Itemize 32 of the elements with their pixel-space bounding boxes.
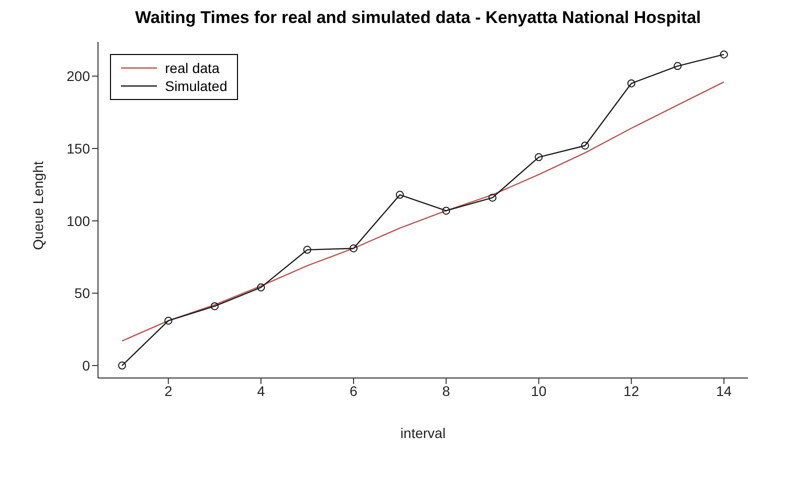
point xyxy=(396,190,404,199)
point xyxy=(350,244,358,252)
point xyxy=(674,62,682,70)
point xyxy=(210,302,219,310)
x-axis-title: interval xyxy=(400,425,446,441)
x-tick-label: 6 xyxy=(350,382,358,399)
point xyxy=(488,194,496,202)
point xyxy=(534,153,543,162)
y-axis-title: Queue Lenght xyxy=(30,161,46,250)
x-tick-label: 4 xyxy=(257,382,266,399)
y-tick-label: 0 xyxy=(82,358,90,374)
point xyxy=(118,362,126,370)
x-tick-label: 14 xyxy=(716,382,732,399)
point xyxy=(256,283,265,292)
y-tick-label: 150 xyxy=(66,140,90,156)
point xyxy=(442,206,450,215)
y-tick-label: 200 xyxy=(66,68,90,84)
point xyxy=(303,246,312,254)
y-tick-label: 100 xyxy=(66,212,90,229)
legend-label: real data xyxy=(165,59,220,77)
line-series xyxy=(121,81,725,342)
chart-title: Waiting Times for real and simulated data - Kenyatta National Hospital xyxy=(134,8,702,28)
legend-label: Simulated xyxy=(165,77,228,95)
point xyxy=(720,50,728,58)
x-tick-label: 10 xyxy=(530,382,547,399)
point xyxy=(627,79,636,88)
point xyxy=(581,142,590,150)
x-tick-label: 2 xyxy=(164,382,172,399)
y-tick-label: 50 xyxy=(74,285,90,302)
x-tick-label: 8 xyxy=(442,382,450,399)
x-tick-label: 12 xyxy=(624,382,640,399)
point xyxy=(164,316,172,325)
